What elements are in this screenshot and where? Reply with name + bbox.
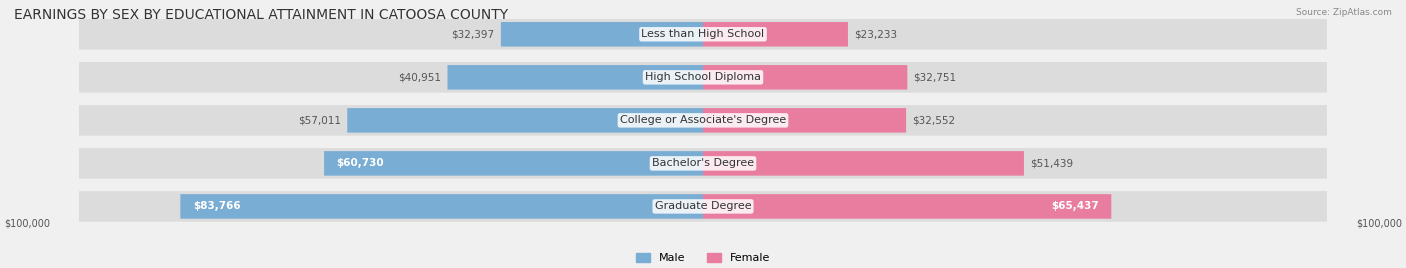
Text: $51,439: $51,439	[1031, 158, 1073, 168]
Text: $100,000: $100,000	[4, 219, 51, 229]
Text: $23,233: $23,233	[855, 29, 897, 39]
FancyBboxPatch shape	[79, 19, 1327, 50]
Text: $57,011: $57,011	[298, 115, 342, 125]
Text: Graduate Degree: Graduate Degree	[655, 202, 751, 211]
Text: Less than High School: Less than High School	[641, 29, 765, 39]
Text: Bachelor's Degree: Bachelor's Degree	[652, 158, 754, 168]
FancyBboxPatch shape	[447, 65, 703, 90]
FancyBboxPatch shape	[703, 151, 1024, 176]
Text: $83,766: $83,766	[193, 202, 240, 211]
Text: $40,951: $40,951	[398, 72, 441, 82]
FancyBboxPatch shape	[79, 148, 1327, 179]
Text: Source: ZipAtlas.com: Source: ZipAtlas.com	[1296, 8, 1392, 17]
Legend: Male, Female: Male, Female	[631, 249, 775, 268]
FancyBboxPatch shape	[323, 151, 703, 176]
FancyBboxPatch shape	[79, 62, 1327, 93]
FancyBboxPatch shape	[703, 108, 905, 133]
FancyBboxPatch shape	[79, 191, 1327, 222]
Text: $32,552: $32,552	[912, 115, 956, 125]
Text: $65,437: $65,437	[1052, 202, 1099, 211]
FancyBboxPatch shape	[501, 22, 703, 47]
Text: $100,000: $100,000	[1355, 219, 1402, 229]
FancyBboxPatch shape	[347, 108, 703, 133]
FancyBboxPatch shape	[703, 194, 1111, 219]
FancyBboxPatch shape	[703, 65, 907, 90]
Text: $32,397: $32,397	[451, 29, 495, 39]
Text: College or Associate's Degree: College or Associate's Degree	[620, 115, 786, 125]
Text: $60,730: $60,730	[336, 158, 384, 168]
FancyBboxPatch shape	[180, 194, 703, 219]
Text: High School Diploma: High School Diploma	[645, 72, 761, 82]
Text: EARNINGS BY SEX BY EDUCATIONAL ATTAINMENT IN CATOOSA COUNTY: EARNINGS BY SEX BY EDUCATIONAL ATTAINMEN…	[14, 8, 508, 22]
FancyBboxPatch shape	[703, 22, 848, 47]
FancyBboxPatch shape	[79, 105, 1327, 136]
Text: $32,751: $32,751	[914, 72, 956, 82]
